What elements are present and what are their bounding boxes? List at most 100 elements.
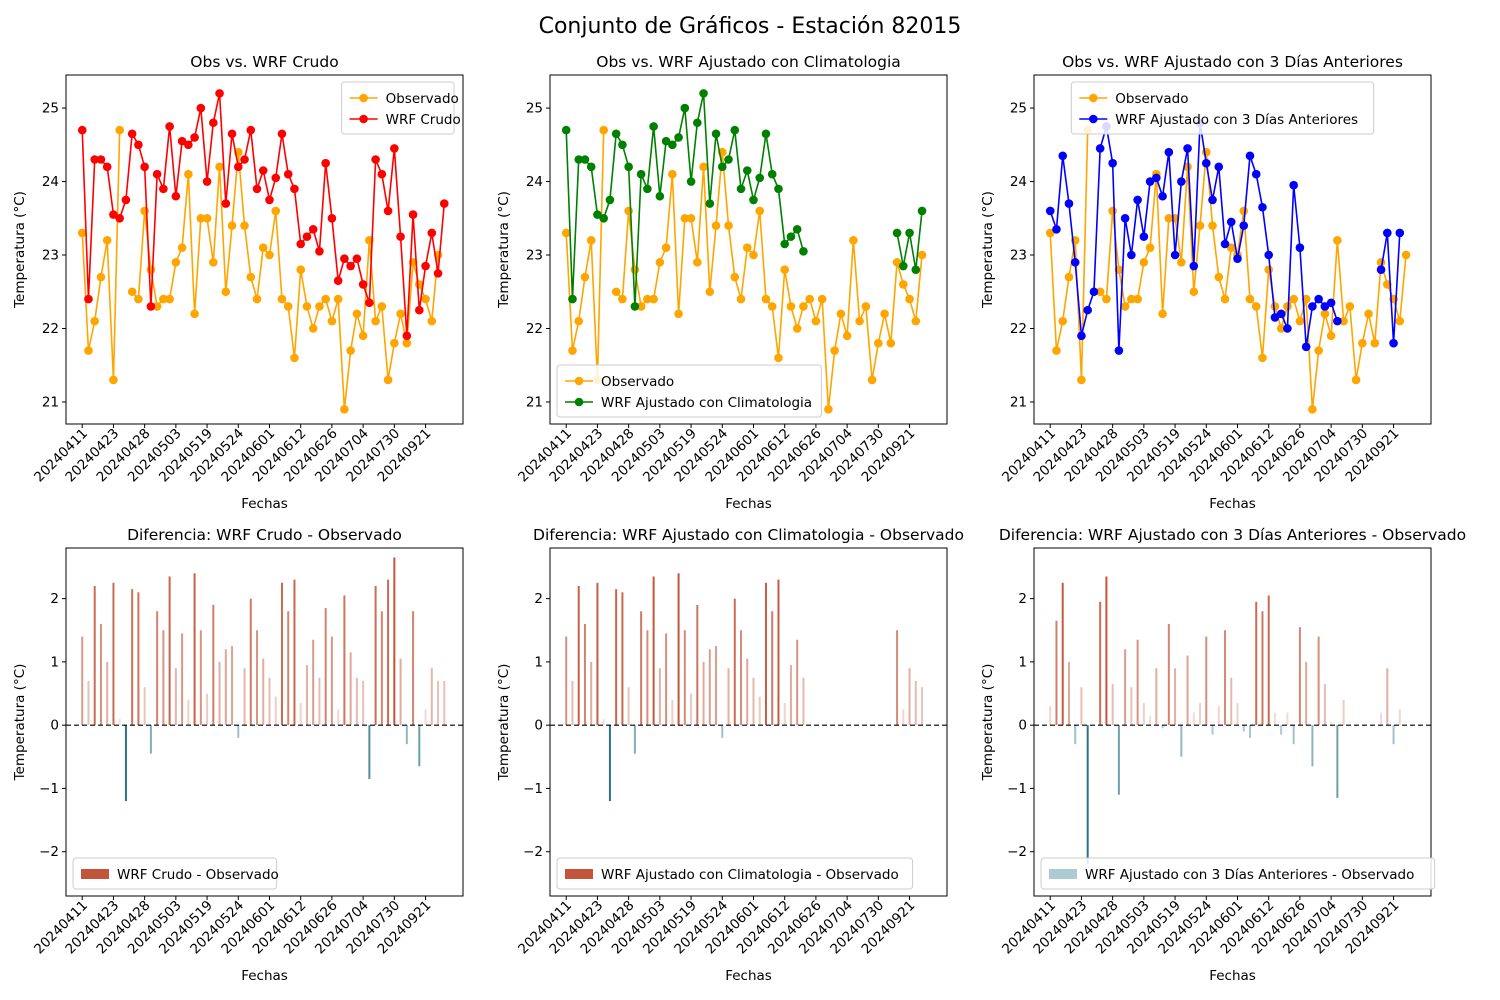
data-point (568, 294, 577, 304)
y-tick-label: 2 (1018, 591, 1027, 607)
data-point (102, 162, 112, 172)
data-point (867, 375, 877, 385)
bar (399, 658, 402, 726)
data-point (1170, 250, 1180, 260)
bar (249, 598, 252, 726)
data-point (1239, 221, 1249, 230)
bar (590, 661, 593, 726)
data-point (371, 316, 380, 326)
bar (1074, 725, 1077, 745)
data-point (824, 405, 833, 414)
legend-box (341, 81, 455, 135)
data-point (767, 169, 777, 179)
data-point (911, 316, 921, 326)
data-point (1158, 191, 1167, 201)
data-point (190, 133, 199, 142)
data-point (1201, 147, 1211, 157)
data-point (1264, 250, 1274, 260)
y-axis-label: Temperatura (°C) (12, 191, 28, 309)
data-point (184, 169, 193, 179)
bar (393, 557, 396, 726)
data-point (315, 247, 324, 256)
bar (727, 668, 730, 726)
data-point (1314, 346, 1323, 355)
data-point (1245, 151, 1255, 161)
data-point (1320, 302, 1330, 311)
data-point (390, 338, 399, 348)
data-point (1108, 206, 1117, 216)
bar (1111, 684, 1114, 726)
x-axis-label: Fechas (1209, 968, 1256, 984)
data-point (1270, 302, 1280, 311)
data-point (774, 184, 783, 194)
bar (702, 661, 705, 726)
plot-frame (65, 74, 464, 425)
data-point (1301, 342, 1311, 352)
y-tick-label: 23 (42, 248, 59, 264)
data-point (1376, 265, 1386, 275)
data-point (1226, 243, 1236, 252)
bar (1180, 725, 1183, 757)
data-point (377, 302, 387, 311)
chart-panel-1: Obs vs. WRF Crudo21222324252024041120240… (12, 53, 464, 512)
y-tick-label: −1 (1007, 781, 1027, 797)
bar (1192, 712, 1195, 726)
legend-label: WRF Ajustado con Climatologia (601, 395, 812, 411)
chart-title: Obs vs. WRF Ajustado con 3 Días Anterior… (1062, 53, 1403, 71)
chart-title: Obs vs. WRF Crudo (190, 53, 338, 71)
figure-suptitle: Conjunto de Gráficos - Estación 82015 (538, 14, 962, 39)
data-point (1401, 250, 1411, 260)
data-point (649, 122, 658, 131)
data-point (377, 169, 387, 179)
data-point (315, 302, 324, 311)
data-point (636, 302, 646, 311)
bar (1273, 712, 1276, 726)
x-axis-label: Fechas (725, 496, 772, 512)
data-point (84, 346, 93, 355)
chart-panel-3: Obs vs. WRF Ajustado con 3 Días Anterior… (980, 53, 1432, 512)
data-point (340, 405, 349, 414)
data-point (711, 129, 721, 139)
plot-frame (65, 547, 464, 897)
bar (430, 668, 433, 726)
y-tick-label: 1 (534, 654, 543, 670)
bar (627, 687, 630, 726)
data-point (327, 213, 337, 223)
data-point (1164, 147, 1174, 157)
bar (715, 646, 718, 726)
bar (162, 630, 165, 726)
bar (137, 592, 140, 726)
y-tick-label: 25 (1010, 101, 1027, 117)
data-point (1139, 258, 1149, 267)
y-tick-label: 21 (1010, 394, 1027, 410)
bar (268, 677, 271, 726)
data-point (1314, 294, 1323, 304)
bar (789, 665, 792, 726)
data-point (561, 228, 571, 238)
data-point (1133, 195, 1142, 205)
series-line (615, 152, 923, 410)
legend-label: WRF Crudo (386, 112, 461, 128)
y-tick-label: −2 (1007, 844, 1027, 860)
data-point (730, 272, 740, 282)
legend: WRF Crudo - Observado (72, 857, 279, 890)
data-point (911, 265, 921, 275)
data-point (1345, 302, 1355, 311)
bar (1155, 668, 1158, 726)
bar (1323, 684, 1326, 726)
data-point (383, 206, 393, 216)
bar (621, 592, 624, 726)
legend-bar-marker (81, 869, 109, 879)
data-point (302, 302, 312, 311)
x-axis-label: Fechas (1209, 496, 1256, 512)
bar (256, 630, 259, 726)
data-point (561, 125, 571, 135)
data-point (333, 294, 343, 304)
data-point (905, 294, 914, 304)
data-point (605, 195, 615, 205)
data-point (661, 136, 671, 146)
data-point (1239, 206, 1249, 216)
bar (199, 630, 202, 726)
data-point (630, 265, 640, 275)
data-point (1201, 158, 1211, 168)
